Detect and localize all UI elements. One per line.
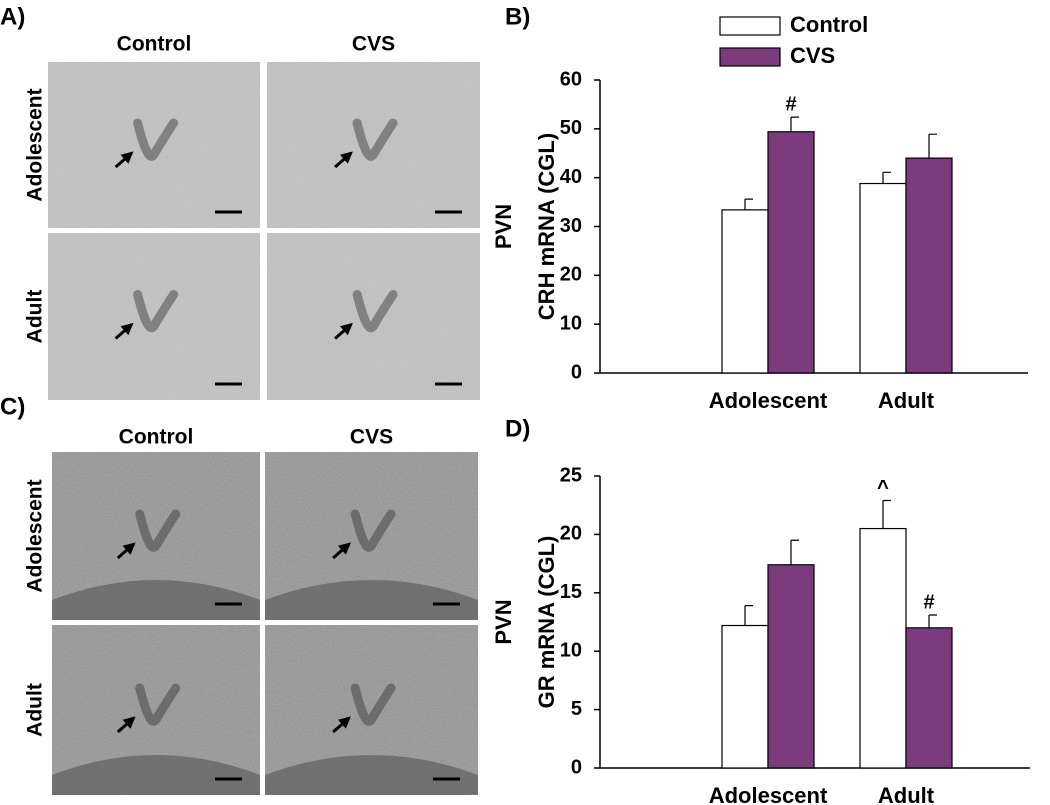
pvn-region (135, 683, 181, 726)
error-bar (928, 614, 937, 628)
y-tick-label: 50 (560, 117, 582, 139)
error-bar (928, 133, 937, 159)
arrow (332, 716, 351, 734)
x-tick-label: Adult (878, 783, 935, 805)
arrow (116, 716, 136, 734)
arrow (332, 542, 351, 560)
y-tick-label: 40 (560, 166, 582, 188)
panel-label: A) (0, 3, 25, 30)
micrograph-texture (48, 233, 260, 400)
pvn-region (133, 118, 179, 161)
column-header: Control (117, 33, 192, 56)
arrow (334, 322, 353, 340)
error-bar (790, 116, 799, 132)
column-header: CVS (350, 426, 393, 449)
row-label: Adolescent (24, 88, 47, 201)
arrow (114, 322, 134, 340)
legend-swatch (719, 16, 781, 36)
ventral-band (265, 580, 478, 620)
micrograph-texture (267, 233, 480, 400)
pvn-region (350, 509, 396, 552)
arrow (116, 542, 136, 560)
bar (767, 564, 815, 769)
pvn-region (352, 118, 398, 161)
legend-label: Control (790, 12, 868, 37)
micrograph-texture (52, 625, 260, 795)
row-label: Adult (24, 290, 47, 344)
bar (721, 209, 769, 374)
arrow (114, 151, 134, 169)
y-tick-label: 10 (560, 639, 582, 661)
panel-label: D) (505, 415, 530, 442)
arrow (334, 151, 353, 169)
micrograph-texture (265, 452, 478, 620)
annotation: # (785, 93, 796, 115)
error-bar (744, 198, 753, 210)
row-label: Adolescent (24, 479, 47, 592)
micrograph-texture (265, 625, 478, 795)
micrograph-texture (48, 62, 260, 228)
y-tick-label: 20 (560, 523, 582, 545)
panel-label: B) (505, 3, 530, 30)
column-header: Control (119, 426, 194, 449)
y-tick-label: 10 (560, 312, 582, 334)
y-tick-label: 60 (560, 68, 582, 90)
y-tick-label: 30 (560, 215, 582, 237)
y-axis-title: CRH mRNA (CGL) (534, 133, 559, 320)
bar (767, 131, 815, 374)
y-tick-label: 20 (560, 264, 582, 286)
y-tick-label: 5 (571, 698, 582, 720)
bar (721, 624, 769, 769)
x-tick-label: Adult (878, 388, 935, 413)
pvn-region (350, 683, 396, 726)
y-tick-label: 15 (560, 581, 582, 603)
legend-swatch (719, 47, 781, 67)
micrograph-texture (52, 452, 260, 620)
ventral-band (52, 580, 260, 620)
annotation: # (923, 591, 934, 613)
bar (859, 182, 907, 374)
x-tick-label: Adolescent (709, 783, 828, 805)
y-axis-title: GR mRNA (CGL) (534, 536, 559, 709)
panel-label: C) (0, 393, 25, 420)
error-bar (882, 171, 891, 184)
pvn-region (352, 290, 398, 333)
bar (859, 527, 907, 769)
error-bar (882, 499, 891, 529)
pvn-region (133, 290, 179, 333)
column-header: CVS (352, 33, 395, 56)
y-tick-label: 0 (571, 361, 582, 383)
x-tick-label: Adolescent (709, 388, 828, 413)
pvn-region (135, 509, 181, 552)
bar (905, 157, 953, 374)
error-bar (790, 539, 799, 565)
legend-label: CVS (790, 43, 835, 68)
micrograph-texture (267, 62, 480, 228)
y-tick-label: 0 (571, 756, 582, 778)
y-axis-title: PVN (491, 599, 516, 644)
ventral-band (52, 755, 260, 795)
ventral-band (265, 755, 478, 795)
error-bar (744, 605, 753, 626)
y-tick-label: 25 (560, 464, 582, 486)
y-axis-title: PVN (491, 204, 516, 249)
row-label: Adult (24, 683, 47, 737)
annotation: ^ (877, 477, 889, 499)
bar (905, 627, 953, 769)
